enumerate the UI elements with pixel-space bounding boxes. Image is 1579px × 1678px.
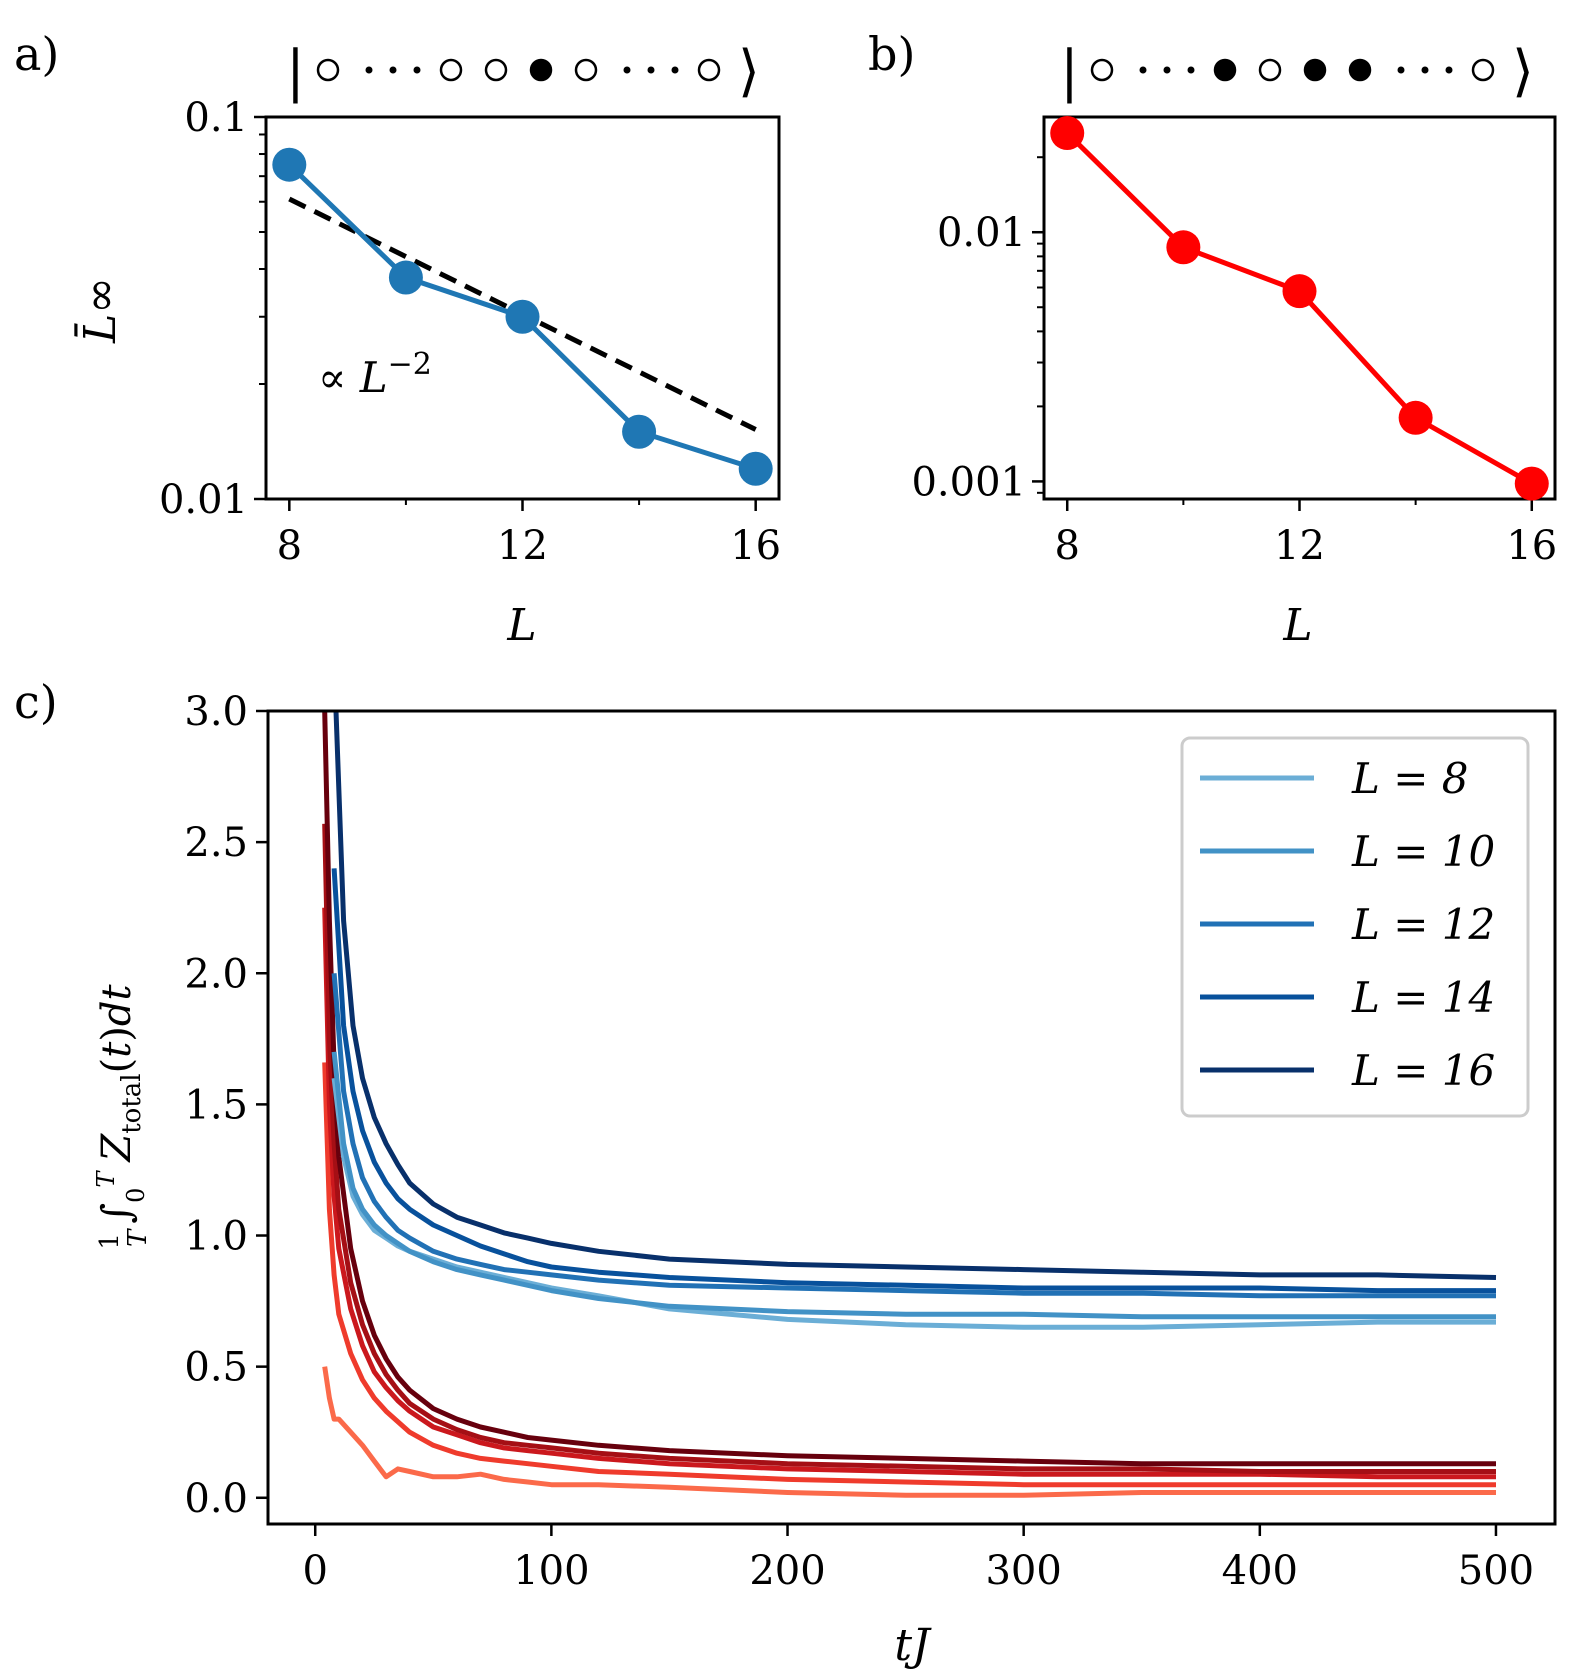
panel-b-data-point [1514,466,1549,501]
panel-c-ytick-label: 1.5 [184,1082,248,1128]
panel-label-c: c) [14,675,58,729]
panel-a-ytick-label: 0.1 [184,95,248,141]
panel-c-ytick-label: 0.5 [184,1345,248,1391]
legend-box [1180,736,1530,1118]
panel-c-xtick-label: 300 [985,1548,1061,1594]
ket-ellipsis-dot [671,66,679,74]
legend-entry: L = 8 [1351,754,1469,803]
ket-ellipsis-dot [1445,66,1453,74]
panel-c-xtick-label: 500 [1458,1548,1534,1594]
ket-ellipsis-dot [647,66,655,74]
panel-c-frame [266,709,1557,1526]
panel-b-data-point [1166,230,1201,265]
panel-a-annotation: ∝ L−2 [318,347,432,402]
panel-c-xlabel: tJ [894,1620,932,1671]
empty-site-icon [439,58,463,82]
ket-ellipsis-dot [1397,66,1405,74]
ket-ellipsis-dot [1163,66,1171,74]
panel-b-ytick-label: 0.001 [911,459,1026,505]
svg-text:1T∫0TZtotal(t)dt: 1T∫0TZtotal(t)dt [92,983,153,1249]
panel-b-xtick-label: 12 [1274,523,1325,569]
panel-c-xtick-label: 100 [513,1548,589,1594]
panel-b-chart: 8 12 16 0.001 0.01 L [911,115,1557,651]
panel-b-series-line [1065,131,1534,486]
panel-a-data-point [388,260,423,295]
panel-c-ytick-label: 1.0 [184,1214,248,1260]
ket-ellipsis-dot [365,66,373,74]
ket-left-bar: | [1060,39,1079,104]
empty-site-icon [316,58,340,82]
empty-site-icon [1258,58,1282,82]
panel-c-series-blue-2 [331,973,1496,1299]
panel-c-xtick-label: 0 [303,1548,328,1594]
legend-entry: L = 14 [1351,973,1495,1022]
empty-site-icon [574,58,598,82]
occupied-site-icon [529,58,553,82]
ket-right-angle: ⟩ [738,39,760,104]
ket-right-angle: ⟩ [1512,39,1534,104]
occupied-site-icon [1303,58,1327,82]
legend-entry: L = 10 [1351,827,1495,876]
panel-a-ytick-label: 0.01 [159,477,248,523]
panel-c-legend: L = 8 L = 10 L = 12 L = 14 L = 16 [1180,736,1530,1118]
panel-c-series-blue-4 [333,711,1497,1280]
panel-c-xtick-label: 200 [749,1548,825,1594]
panel-c-ytick-label: 0.0 [184,1476,248,1522]
panel-a-chart: 8 12 16 0.01 0.1 ∝ L−2 L L̄∞ [73,95,781,651]
panel-a-xtick-label: 8 [277,523,302,569]
panel-c-series-red-8 [322,823,1496,1474]
panel-b-data-point [1282,274,1317,309]
empty-site-icon [1090,58,1114,82]
panel-b-data-point [1398,400,1433,435]
ket-ellipsis-dot [389,66,397,74]
panel-b-xtick-label: 16 [1506,523,1557,569]
panel-a-data-point [738,451,773,486]
panel-b-data-point [1050,116,1085,151]
panel-c-series-blue-3 [331,868,1496,1294]
legend-entry: L = 16 [1351,1046,1495,1095]
panel-c-series-red-5 [322,1366,1496,1498]
panel-c-series-blue-1 [331,1051,1496,1320]
ket-ellipsis-dot [413,66,421,74]
ket-ellipsis-dot [623,66,631,74]
panel-a-data-point [622,414,657,449]
legend-entry: L = 12 [1351,900,1495,949]
panel-a-xtick-label: 16 [730,523,781,569]
panel-c-ytick-label: 2.0 [184,951,248,997]
panel-c-chart: 0 100 200 300 400 500 0.0 0.5 1.0 1.5 2.0 2.5 3.0 L … [92,689,1557,1671]
panel-c-xtick-label: 400 [1222,1548,1298,1594]
panel-a-data-point [272,147,307,182]
empty-site-icon [1471,58,1495,82]
occupied-site-icon [1213,58,1237,82]
state-ket-b: | ⟩ [1060,39,1534,104]
panel-c-series-blue-0 [331,1077,1496,1330]
panel-label-b: b) [868,27,915,81]
panel-b-xlabel: L [1282,600,1312,651]
panel-b-xtick-label: 8 [1055,523,1080,569]
empty-site-icon [697,58,721,82]
panel-c-series-red-9 [322,711,1496,1467]
ket-left-bar: | [286,39,305,104]
panel-c-ytick-label: 2.5 [184,820,248,866]
state-ket-a: | ⟩ [286,39,760,104]
panel-c-ylabel: 1T∫0TZtotal(t)dt [92,983,153,1249]
panel-b-ytick-label: 0.01 [937,210,1026,256]
empty-site-icon [484,58,508,82]
panel-a-ylabel: L̄∞ [73,277,126,344]
ket-ellipsis-dot [1421,66,1429,74]
occupied-site-icon [1348,58,1372,82]
ket-ellipsis-dot [1139,66,1147,74]
panel-a-xtick-label: 12 [497,523,548,569]
panel-c-ytick-label: 3.0 [184,689,248,735]
panel-a-data-point [505,299,540,334]
panel-c-series-red-6 [322,1062,1496,1488]
panel-a-xlabel: L [506,600,536,651]
ket-ellipsis-dot [1187,66,1195,74]
panel-label-a: a) [14,27,59,81]
panel-c-series-red-7 [322,907,1496,1480]
